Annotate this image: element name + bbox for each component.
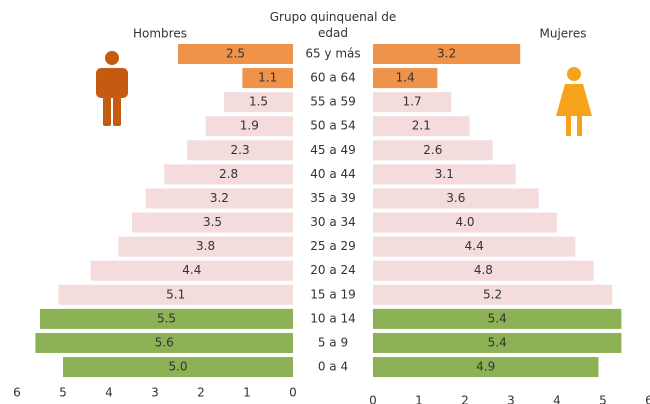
category-label: 20 a 24	[310, 263, 356, 277]
category-label: 65 y más	[305, 47, 360, 61]
bar	[373, 260, 594, 281]
bar	[187, 140, 293, 161]
bar-label: 2.6	[423, 143, 442, 157]
bar-label: 3.8	[196, 239, 215, 253]
x-tick-label: 1	[415, 394, 423, 404]
category-label: 55 a 59	[310, 95, 356, 109]
bar	[373, 92, 452, 113]
bar-label: 3.1	[435, 167, 454, 181]
bar	[224, 92, 293, 113]
bar-label: 5.0	[168, 360, 187, 374]
bar-label: 4.4	[465, 239, 484, 253]
bar-label: 5.2	[483, 287, 502, 301]
x-tick-label: 4	[105, 386, 113, 400]
category-label: 15 a 19	[310, 287, 356, 301]
category-label: 50 a 54	[310, 119, 356, 133]
bar	[145, 188, 293, 209]
bar	[242, 68, 293, 89]
bar	[373, 357, 599, 378]
bar-label: 1.9	[240, 119, 259, 133]
bar	[373, 212, 557, 233]
legend-label: Mujeres	[540, 27, 587, 41]
x-tick-label: 6	[13, 386, 21, 400]
x-tick-label: 2	[197, 386, 205, 400]
bar-label: 2.3	[231, 143, 250, 157]
bar-label: 5.4	[488, 311, 507, 325]
bar-label: 1.5	[249, 95, 268, 109]
bar	[373, 68, 438, 89]
bar	[373, 284, 613, 305]
bar-label: 5.1	[166, 287, 185, 301]
legend-label: Hombres	[133, 27, 187, 41]
x-tick-label: 5	[599, 394, 607, 404]
bar	[178, 44, 293, 64]
bar	[132, 212, 293, 233]
bar-label: 5.4	[488, 335, 507, 349]
bar-label: 3.2	[437, 47, 456, 61]
bar-label: 4.4	[182, 263, 201, 277]
bar-label: 1.4	[396, 71, 415, 85]
chart-title: Grupo quinquenal de edad	[269, 10, 397, 40]
bar	[118, 236, 293, 257]
bar	[373, 308, 622, 329]
bar-label: 5.6	[155, 335, 174, 349]
category-label: 60 a 64	[310, 71, 356, 85]
category-label: 25 a 29	[310, 239, 356, 253]
bar-label: 5.5	[157, 311, 176, 325]
bar-label: 2.8	[219, 167, 238, 181]
x-tick-label: 0	[289, 386, 297, 400]
bar-label: 2.5	[226, 47, 245, 61]
bar	[164, 164, 293, 185]
bar	[205, 116, 293, 137]
bar	[35, 332, 294, 353]
x-tick-label: 4	[553, 394, 561, 404]
bar	[373, 164, 516, 185]
bar-label: 1.1	[258, 71, 277, 85]
category-label: 10 a 14	[310, 311, 356, 325]
category-label: 30 a 34	[310, 215, 356, 229]
bar	[373, 236, 576, 257]
bar	[373, 116, 470, 137]
x-tick-label: 3	[507, 394, 515, 404]
category-label: 40 a 44	[310, 167, 356, 181]
bar-label: 3.5	[203, 215, 222, 229]
bar	[58, 284, 294, 305]
bar-label: 4.0	[455, 215, 474, 229]
woman-icon	[556, 67, 592, 136]
category-label: 45 a 49	[310, 143, 356, 157]
bar	[373, 44, 521, 64]
bar	[373, 332, 622, 353]
bar-label: 4.9	[476, 360, 495, 374]
x-tick-label: 2	[461, 394, 469, 404]
x-tick-label: 1	[243, 386, 251, 400]
bar	[63, 357, 293, 378]
category-label: 35 a 39	[310, 191, 356, 205]
bar-label: 3.6	[446, 191, 465, 205]
x-tick-label: 6	[645, 394, 650, 404]
man-icon	[96, 51, 128, 126]
category-label: 0 a 4	[318, 360, 348, 374]
bar	[40, 308, 293, 329]
bar-label: 2.1	[412, 119, 431, 133]
x-tick-label: 3	[151, 386, 159, 400]
x-tick-label: 5	[59, 386, 67, 400]
x-tick-label: 0	[369, 394, 377, 404]
bar-label: 3.2	[210, 191, 229, 205]
bar	[373, 188, 539, 209]
bar-label: 1.7	[403, 95, 422, 109]
bar-label: 4.8	[474, 263, 493, 277]
category-label: 5 a 9	[318, 335, 348, 349]
bar	[90, 260, 293, 281]
bar	[373, 140, 493, 161]
